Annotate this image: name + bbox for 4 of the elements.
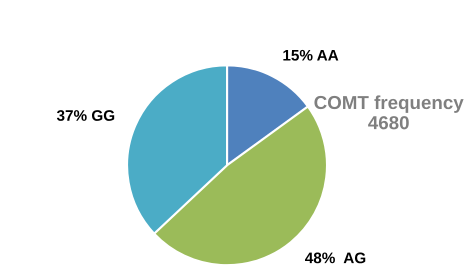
slice-label: 15% AA xyxy=(283,50,338,61)
slice-label: 37% GG xyxy=(56,110,114,121)
slice-label: 48% AG xyxy=(305,252,366,264)
text: COMT frequency 4680 xyxy=(314,95,464,130)
